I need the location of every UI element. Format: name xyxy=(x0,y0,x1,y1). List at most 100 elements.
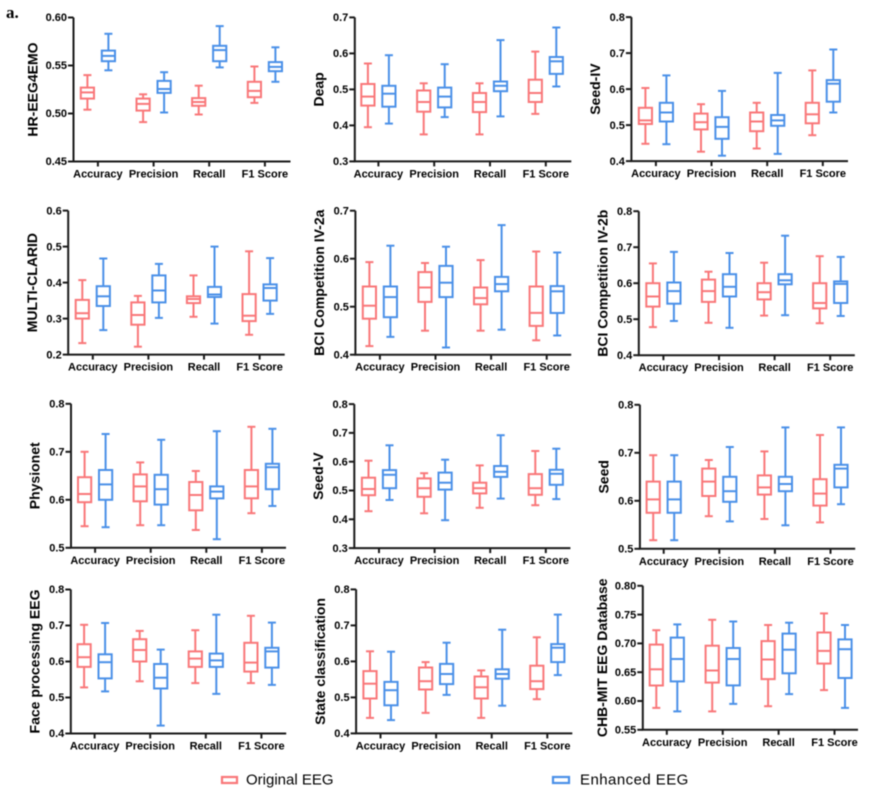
svg-text:0.3: 0.3 xyxy=(46,313,61,325)
svg-text:0.3: 0.3 xyxy=(333,543,348,555)
svg-text:0.7: 0.7 xyxy=(334,620,349,632)
svg-text:Recall: Recall xyxy=(475,740,507,752)
svg-text:Precision: Precision xyxy=(694,362,744,374)
svg-text:0.8: 0.8 xyxy=(617,206,632,218)
svg-text:Recall: Recall xyxy=(190,555,222,567)
svg-text:0.8: 0.8 xyxy=(49,399,64,411)
svg-text:Recall: Recall xyxy=(190,741,222,753)
svg-text:F1 Score: F1 Score xyxy=(800,168,846,180)
svg-text:0.6: 0.6 xyxy=(617,278,632,290)
svg-text:0.50: 0.50 xyxy=(46,108,67,120)
svg-text:0.60: 0.60 xyxy=(46,12,67,24)
svg-text:Accuracy: Accuracy xyxy=(70,555,120,567)
svg-text:0.7: 0.7 xyxy=(333,428,348,440)
svg-text:0.7: 0.7 xyxy=(49,620,64,632)
svg-text:Recall: Recall xyxy=(193,169,225,181)
svg-text:a.: a. xyxy=(6,3,19,22)
svg-text:0.4: 0.4 xyxy=(334,349,350,361)
svg-text:0.8: 0.8 xyxy=(334,584,349,596)
svg-text:CHB-MIT EEG Database: CHB-MIT EEG Database xyxy=(594,578,610,737)
svg-text:Accuracy: Accuracy xyxy=(642,737,692,749)
svg-text:0.5: 0.5 xyxy=(49,543,64,555)
svg-text:0.8: 0.8 xyxy=(610,12,625,24)
svg-text:Recall: Recall xyxy=(758,362,790,374)
svg-text:0.7: 0.7 xyxy=(618,448,633,460)
svg-text:0.7: 0.7 xyxy=(333,12,348,24)
svg-text:Precision: Precision xyxy=(687,168,737,180)
svg-text:F1 Score: F1 Score xyxy=(811,737,857,749)
svg-text:F1 Score: F1 Score xyxy=(523,362,569,374)
svg-text:0.5: 0.5 xyxy=(618,544,633,556)
svg-text:0.6: 0.6 xyxy=(333,48,348,60)
svg-text:0.5: 0.5 xyxy=(610,120,625,132)
svg-text:Recall: Recall xyxy=(759,556,791,568)
svg-text:0.8: 0.8 xyxy=(618,400,633,412)
svg-text:Recall: Recall xyxy=(474,555,506,567)
svg-text:Enhanced EEG: Enhanced EEG xyxy=(580,772,689,789)
svg-text:0.5: 0.5 xyxy=(46,241,61,253)
svg-text:0.6: 0.6 xyxy=(334,253,349,265)
svg-text:0.8: 0.8 xyxy=(333,399,348,411)
svg-text:F1 Score: F1 Score xyxy=(807,556,853,568)
svg-text:Precision: Precision xyxy=(411,362,461,374)
svg-text:Accuracy: Accuracy xyxy=(355,362,405,374)
svg-text:0.6: 0.6 xyxy=(49,656,64,668)
svg-text:0.7: 0.7 xyxy=(334,205,349,217)
svg-text:0.5: 0.5 xyxy=(617,314,632,326)
svg-text:State classification: State classification xyxy=(312,598,328,725)
svg-text:Recall: Recall xyxy=(474,168,506,180)
svg-text:0.5: 0.5 xyxy=(334,692,349,704)
svg-text:0.55: 0.55 xyxy=(615,725,636,737)
svg-text:0.4: 0.4 xyxy=(333,120,349,132)
svg-text:Precision: Precision xyxy=(125,741,175,753)
svg-text:MULTI-CLARID: MULTI-CLARID xyxy=(24,233,40,332)
svg-text:0.65: 0.65 xyxy=(615,667,636,679)
svg-text:Recall: Recall xyxy=(188,362,220,374)
svg-text:F1 Score: F1 Score xyxy=(236,362,282,374)
svg-text:Deap: Deap xyxy=(311,72,327,106)
svg-text:Precision: Precision xyxy=(126,555,176,567)
svg-text:0.6: 0.6 xyxy=(610,84,625,96)
svg-text:Accuracy: Accuracy xyxy=(639,362,689,374)
svg-text:Accuracy: Accuracy xyxy=(639,556,689,568)
svg-text:BCI Competition IV-2a: BCI Competition IV-2a xyxy=(311,209,327,355)
svg-text:Precision: Precision xyxy=(124,362,174,374)
svg-text:F1 Score: F1 Score xyxy=(523,555,569,567)
svg-text:Accuracy: Accuracy xyxy=(73,169,123,181)
svg-text:Precision: Precision xyxy=(129,169,179,181)
svg-text:0.4: 0.4 xyxy=(610,156,626,168)
svg-text:0.6: 0.6 xyxy=(46,205,61,217)
svg-text:0.2: 0.2 xyxy=(46,349,61,361)
svg-text:F1 Score: F1 Score xyxy=(523,168,569,180)
svg-text:Seed-V: Seed-V xyxy=(310,452,326,500)
svg-text:0.75: 0.75 xyxy=(615,609,636,621)
svg-text:0.5: 0.5 xyxy=(49,692,64,704)
svg-text:0.5: 0.5 xyxy=(333,485,348,497)
svg-text:0.4: 0.4 xyxy=(46,277,62,289)
svg-text:0.60: 0.60 xyxy=(615,696,636,708)
svg-text:0.7: 0.7 xyxy=(617,242,632,254)
svg-text:Precision: Precision xyxy=(409,168,459,180)
svg-text:Accuracy: Accuracy xyxy=(70,741,120,753)
svg-text:0.55: 0.55 xyxy=(46,60,67,72)
svg-text:Accuracy: Accuracy xyxy=(631,168,681,180)
svg-text:0.70: 0.70 xyxy=(615,638,636,650)
svg-text:0.5: 0.5 xyxy=(334,301,349,313)
svg-text:Seed: Seed xyxy=(596,460,612,493)
svg-text:0.6: 0.6 xyxy=(334,656,349,668)
svg-text:0.80: 0.80 xyxy=(615,581,636,593)
svg-text:Accuracy: Accuracy xyxy=(354,555,404,567)
svg-text:F1 Score: F1 Score xyxy=(238,741,284,753)
svg-text:Precision: Precision xyxy=(411,740,461,752)
svg-text:Accuracy: Accuracy xyxy=(68,362,118,374)
svg-text:0.4: 0.4 xyxy=(334,728,350,740)
svg-text:0.6: 0.6 xyxy=(333,456,348,468)
svg-text:0.4: 0.4 xyxy=(333,514,349,526)
svg-text:Recall: Recall xyxy=(475,362,507,374)
svg-text:0.6: 0.6 xyxy=(618,496,633,508)
svg-text:Accuracy: Accuracy xyxy=(354,168,404,180)
svg-text:0.6: 0.6 xyxy=(49,495,64,507)
svg-text:Seed-IV: Seed-IV xyxy=(587,63,603,115)
svg-text:0.7: 0.7 xyxy=(49,447,64,459)
svg-text:BCI Competition IV-2b: BCI Competition IV-2b xyxy=(595,210,611,357)
